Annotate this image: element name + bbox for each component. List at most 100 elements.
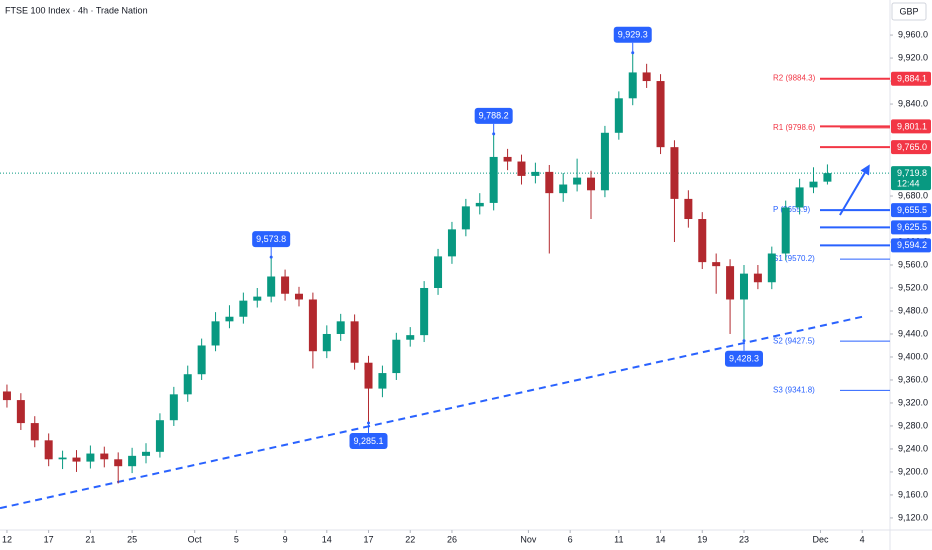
- callout-box: [349, 433, 388, 450]
- candle-body: [197, 345, 206, 375]
- x-tick-label: Oct: [188, 534, 203, 544]
- current-price-label: 9,719.8: [897, 168, 927, 178]
- level-label: 9,765.0: [897, 142, 927, 152]
- y-tick-label: 9,960.0: [898, 29, 928, 39]
- candle-body: [739, 273, 748, 300]
- candle-body: [128, 455, 137, 467]
- candle-body: [461, 206, 470, 230]
- callout-point: [631, 51, 635, 55]
- candle-body: [447, 229, 456, 257]
- arrow: [839, 164, 870, 216]
- candle-body: [712, 262, 721, 267]
- currency[interactable]: GBP: [899, 6, 918, 16]
- level-label: 9,884.1: [897, 74, 927, 84]
- candle-body: [795, 187, 804, 208]
- candle-body: [336, 321, 345, 334]
- candle-body: [294, 293, 303, 300]
- candle-body: [225, 316, 234, 322]
- candle-body: [281, 276, 290, 294]
- x-tick-label: 5: [234, 534, 239, 544]
- candle-body: [392, 339, 401, 374]
- x-tick-label: 14: [656, 534, 666, 544]
- x-tick-label: 19: [697, 534, 707, 544]
- x-tick-label: 9: [283, 534, 288, 544]
- x-tick-label: 23: [739, 534, 749, 544]
- candle-body: [72, 457, 81, 462]
- y-tick-label: 9,240.0: [898, 443, 928, 453]
- x-tick-label: 21: [85, 534, 95, 544]
- candle-body: [322, 333, 331, 352]
- x-tick-label: 12: [2, 534, 12, 544]
- x-tick-label: 17: [364, 534, 374, 544]
- callout-box: [474, 107, 513, 124]
- x-tick-label: 14: [322, 534, 332, 544]
- callout-label: 9,428.3: [729, 354, 759, 364]
- callout-point: [742, 339, 746, 343]
- candle-body: [614, 98, 623, 133]
- candle-body: [600, 132, 609, 191]
- candle-body: [559, 184, 568, 194]
- level-badge: [891, 203, 931, 218]
- pivot-label: S1 (9570.2): [773, 254, 815, 263]
- candle-body: [573, 177, 582, 185]
- candle-body: [211, 321, 220, 346]
- candle-body: [350, 321, 359, 363]
- callout-point: [492, 132, 496, 136]
- candle-body: [2, 391, 11, 401]
- candle-body: [155, 420, 164, 452]
- level-badge: [891, 220, 931, 235]
- callout-label: 9,285.1: [354, 436, 384, 446]
- x-tick-label: 25: [127, 534, 137, 544]
- callout-label: 9,573.8: [256, 234, 286, 244]
- pivot-label: P (9655.9): [773, 205, 811, 214]
- candle-body: [767, 253, 776, 283]
- pivot-label: R1 (9798.6): [773, 123, 816, 132]
- candle-body: [670, 147, 679, 199]
- pivot-label: S3 (9341.8): [773, 386, 815, 395]
- currency-box[interactable]: [891, 2, 927, 21]
- candle-body: [253, 296, 262, 301]
- level-badge: [891, 71, 931, 86]
- x-tick-label: 22: [405, 534, 415, 544]
- y-tick-label: 9,200.0: [898, 466, 928, 476]
- level-label: 9,801.1: [897, 121, 927, 131]
- candle-body: [628, 72, 637, 99]
- candle-body: [44, 440, 53, 460]
- level-label: 9,625.5: [897, 222, 927, 232]
- candle-body: [364, 362, 373, 389]
- y-tick-label: 9,680.0: [898, 190, 928, 200]
- callout-label: 9,929.3: [618, 30, 648, 40]
- callout-label: 9,788.2: [479, 111, 509, 121]
- candle-body: [406, 335, 415, 340]
- candle-body: [86, 453, 95, 462]
- x-tick-label: Nov: [520, 534, 537, 544]
- candle-body: [489, 156, 498, 203]
- y-tick-label: 9,280.0: [898, 420, 928, 430]
- candle-body: [420, 287, 429, 336]
- x-tick-label: 26: [447, 534, 457, 544]
- level-label: 9,594.2: [897, 240, 927, 250]
- candle-body: [100, 453, 109, 460]
- candle-body: [656, 81, 665, 148]
- y-tick-label: 9,160.0: [898, 489, 928, 499]
- x-tick-label: 6: [568, 534, 573, 544]
- candle-body: [503, 156, 512, 162]
- chart-title: FTSE 100 Index · 4h · Trade Nation: [5, 5, 148, 15]
- candle-body: [308, 299, 317, 352]
- candle-body: [114, 459, 123, 467]
- x-tick-label: 11: [614, 534, 623, 544]
- candle-body: [16, 400, 25, 424]
- y-tick-label: 9,920.0: [898, 52, 928, 62]
- candle-body: [753, 273, 762, 283]
- current-price-badge: [891, 166, 931, 191]
- y-tick-label: 9,120.0: [898, 512, 928, 522]
- candle-body: [239, 300, 248, 317]
- level-label: 9,655.5: [897, 205, 927, 215]
- pivot-label: R2 (9884.3): [773, 74, 816, 83]
- x-tick-label: Dec: [812, 534, 829, 544]
- candle-body: [809, 181, 818, 188]
- countdown: 12:44: [897, 179, 920, 189]
- level-badge: [891, 119, 931, 134]
- callout-box: [252, 231, 291, 248]
